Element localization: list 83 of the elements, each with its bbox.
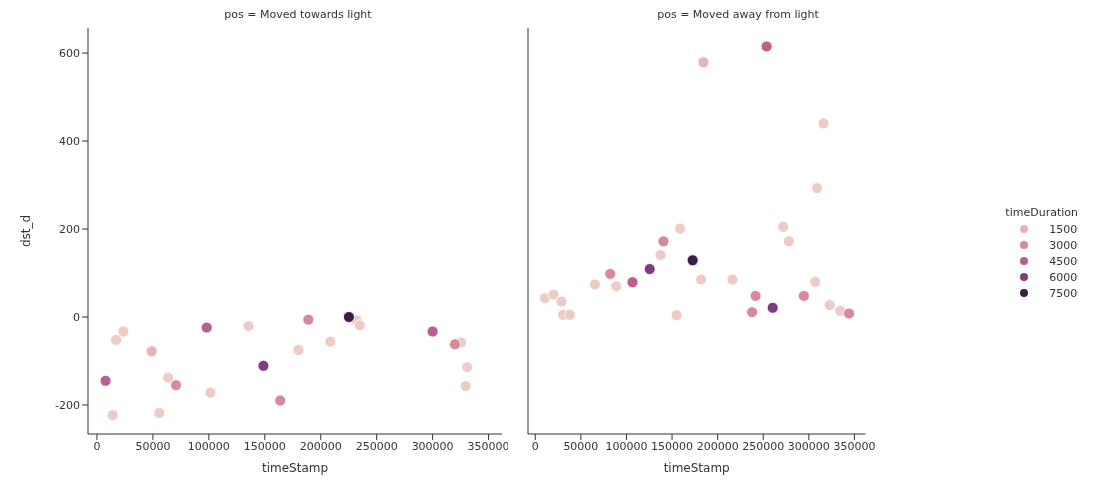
point <box>695 273 707 286</box>
x-tick-label: 0 <box>531 439 539 453</box>
point <box>589 278 601 291</box>
point <box>726 273 739 286</box>
point <box>766 301 779 314</box>
point <box>555 295 568 308</box>
point <box>782 235 795 248</box>
point <box>654 249 667 261</box>
point <box>760 40 773 53</box>
x-tick-label: 200000 <box>696 439 739 453</box>
point <box>798 289 810 302</box>
point <box>99 374 112 387</box>
point <box>117 325 130 338</box>
point <box>324 335 337 348</box>
point <box>204 386 217 399</box>
y-axis-title: dst_d <box>19 214 34 248</box>
x-axis-title: timeStamp <box>261 461 329 475</box>
x-tick-label: 150000 <box>651 439 694 453</box>
point <box>697 56 710 69</box>
point <box>274 394 287 407</box>
legend-label: 4500 <box>1049 254 1078 268</box>
y-tick-label: 200 <box>59 222 80 236</box>
point <box>604 267 617 280</box>
point <box>106 409 119 421</box>
point <box>657 235 670 248</box>
chart-title: pos = Moved away from light <box>656 8 820 23</box>
point <box>610 280 623 293</box>
legend-label: 6000 <box>1049 270 1078 284</box>
x-axis-title: timeStamp <box>663 461 730 475</box>
point <box>539 292 551 304</box>
y-tick-label: 0 <box>73 310 80 324</box>
point <box>564 308 576 321</box>
point <box>626 276 639 289</box>
point <box>343 311 355 323</box>
point <box>823 299 836 312</box>
point <box>170 379 182 392</box>
point <box>670 309 683 322</box>
point <box>153 406 166 419</box>
x-tick-label: 200000 <box>299 439 342 453</box>
x-tick-label: 100000 <box>187 439 230 453</box>
x-tick-label: 100000 <box>605 439 648 453</box>
point <box>811 182 823 195</box>
x-tick-label: 50000 <box>135 439 171 453</box>
y-tick-label: 600 <box>59 46 80 60</box>
point <box>777 220 790 233</box>
point <box>459 380 472 392</box>
x-tick-label: 300000 <box>787 439 830 453</box>
point <box>292 344 305 356</box>
point <box>426 325 439 338</box>
point <box>200 321 213 334</box>
x-tick-label: 350000 <box>833 439 876 453</box>
point <box>242 320 255 333</box>
point <box>145 345 158 358</box>
point <box>302 313 315 326</box>
point <box>843 307 855 320</box>
point <box>643 263 656 275</box>
y-tick-label: -200 <box>55 398 80 412</box>
point <box>257 359 270 372</box>
x-tick-label: 0 <box>93 439 101 453</box>
point <box>749 289 762 302</box>
point <box>746 306 759 319</box>
point <box>674 222 686 235</box>
point <box>809 275 822 288</box>
x-tick-label: 300000 <box>411 439 454 453</box>
x-tick-label: 250000 <box>742 439 785 453</box>
x-tick-label: 50000 <box>563 439 599 453</box>
point <box>461 361 474 374</box>
point <box>817 117 830 130</box>
point <box>686 254 699 267</box>
point <box>449 338 461 351</box>
y-tick-label: 400 <box>59 134 80 148</box>
point <box>162 371 175 384</box>
point <box>547 288 560 301</box>
x-tick-label: 150000 <box>243 439 286 453</box>
legend-title: timeDuration <box>1005 205 1078 219</box>
point <box>353 319 366 332</box>
legend-label: 1500 <box>1049 222 1078 236</box>
legend-label: 3000 <box>1049 238 1078 252</box>
x-tick-label: 250000 <box>355 439 398 453</box>
x-tick-label: 350000 <box>467 439 510 453</box>
point <box>110 333 122 346</box>
legend-label: 7500 <box>1049 286 1078 300</box>
chart-title: pos = Moved towards light <box>223 8 373 23</box>
